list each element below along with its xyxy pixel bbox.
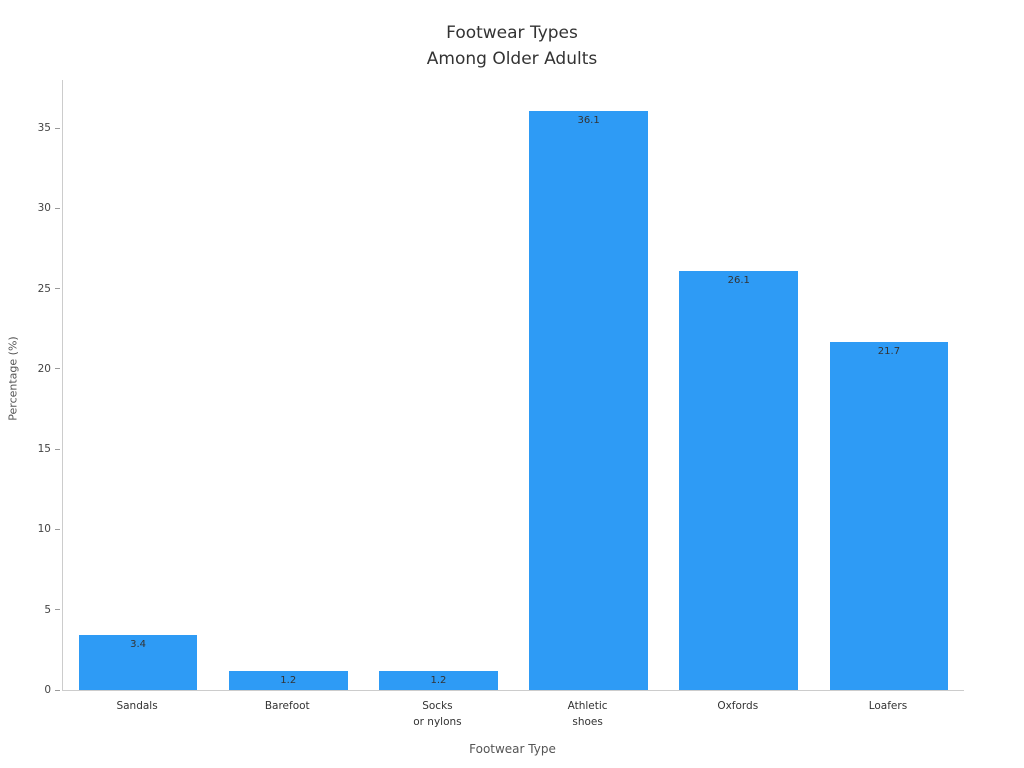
bar-value-label: 26.1	[727, 275, 750, 287]
bar: 1.2	[379, 670, 498, 690]
bar: 36.1	[529, 110, 648, 690]
x-tick-label: Sandals	[116, 700, 158, 712]
chart-title-line1: Footwear Types	[446, 23, 578, 43]
bar-slot: 21.7	[814, 80, 964, 690]
bar: 21.7	[829, 341, 949, 690]
bar-value-label: 21.7	[877, 345, 901, 357]
y-tick: 30	[38, 202, 60, 214]
bar: 26.1	[679, 271, 799, 690]
bars-container: 3.4 1.2 1.2 36.1 26.1 21.7	[63, 80, 964, 690]
y-tick-mark	[55, 609, 60, 611]
bar-slot: 3.4	[63, 80, 213, 690]
x-tick-label: Athletic shoes	[567, 700, 608, 728]
x-axis-label: Footwear Type	[469, 742, 556, 756]
y-tick: 35	[38, 122, 60, 134]
y-axis-ticks: 0 5 10 15 20 25 30 35	[0, 80, 61, 696]
bar-slot: 1.2	[213, 80, 363, 690]
x-tick-label: Oxfords	[717, 700, 759, 712]
y-tick-mark	[55, 127, 60, 129]
bar-value-label: 1.2	[280, 674, 297, 686]
bar-value-label: 36.1	[577, 114, 600, 126]
y-tick-mark	[55, 528, 60, 530]
plot-area: 3.4 1.2 1.2 36.1 26.1 21.7	[62, 80, 964, 691]
y-tick-label: 5	[44, 603, 51, 616]
chart-title: Footwear Types Among Older Adults	[0, 20, 1024, 72]
y-tick-label: 20	[37, 362, 51, 375]
chart-title-line2: Among Older Adults	[426, 49, 598, 69]
bar-value-label: 1.2	[430, 674, 447, 686]
bar: 3.4	[78, 635, 198, 690]
bar: 1.2	[228, 670, 348, 690]
y-tick: 20	[38, 363, 60, 375]
y-tick: 25	[38, 283, 60, 295]
y-tick-mark	[55, 368, 60, 370]
y-tick: 0	[44, 684, 60, 696]
y-tick: 15	[38, 443, 60, 455]
bar-slot: 1.2	[363, 80, 513, 690]
bar-slot: 26.1	[664, 80, 814, 690]
y-tick-label: 35	[37, 122, 51, 135]
y-tick: 5	[44, 604, 60, 616]
bar-value-label: 3.4	[130, 639, 147, 651]
y-tick-mark	[55, 448, 60, 450]
y-tick-label: 30	[37, 202, 51, 215]
y-tick-mark	[55, 207, 60, 209]
x-axis-tick-labels: Sandals Barefoot Socks or nylons Athletic s…	[62, 698, 963, 730]
y-tick-label: 25	[37, 282, 51, 295]
y-tick-mark	[55, 288, 60, 290]
bar-slot: 36.1	[514, 80, 664, 690]
y-tick-label: 0	[44, 684, 51, 696]
y-tick: 10	[38, 523, 60, 535]
x-tick-label: Loafers	[868, 700, 908, 712]
y-tick-mark	[55, 689, 60, 691]
x-tick-label: Socks or nylons	[413, 700, 462, 728]
x-tick-label: Barefoot	[264, 700, 310, 712]
y-tick-label: 10	[37, 523, 51, 536]
y-tick-label: 15	[37, 443, 51, 456]
